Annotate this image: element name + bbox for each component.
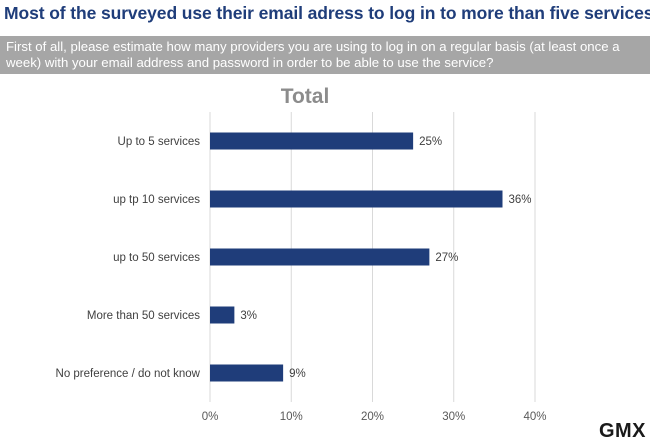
survey-question: First of all, please estimate how many p… <box>0 36 650 74</box>
bars <box>210 132 503 382</box>
data-label: 27% <box>435 252 458 264</box>
bar <box>210 248 430 266</box>
survey-question-line-1: First of all, please estimate how many p… <box>6 39 620 54</box>
x-tick-label: 30% <box>442 411 465 423</box>
bar <box>210 364 284 382</box>
value-labels: 25% 36% 27% 3% 9% <box>240 136 531 380</box>
category-label: up tp 10 services <box>113 194 200 206</box>
category-label: No preference / do not know <box>56 368 201 380</box>
bar <box>210 306 235 324</box>
data-label: 36% <box>509 194 532 206</box>
survey-question-line-2: week) with your email address and passwo… <box>6 55 494 70</box>
data-label: 25% <box>419 136 442 148</box>
bar <box>210 132 414 150</box>
category-labels: Up to 5 services up tp 10 services up to 5… <box>56 136 201 380</box>
x-axis-tick-labels: 0% 10% 20% 30% 40% <box>202 411 547 423</box>
x-tick-label: 20% <box>361 411 384 423</box>
category-label: Up to 5 services <box>118 136 201 148</box>
category-label: More than 50 services <box>87 310 200 322</box>
gmx-logo: GMX <box>598 420 646 442</box>
page-headline: Most of the surveyed use their email adr… <box>4 3 650 23</box>
x-tick-label: 40% <box>523 411 546 423</box>
category-label: up to 50 services <box>113 252 200 264</box>
data-label: 9% <box>289 368 306 380</box>
x-tick-label: 10% <box>280 411 303 423</box>
x-tick-label: 0% <box>202 411 219 423</box>
bar <box>210 190 503 208</box>
chart-title: Total <box>281 85 330 108</box>
data-label: 3% <box>240 310 257 322</box>
